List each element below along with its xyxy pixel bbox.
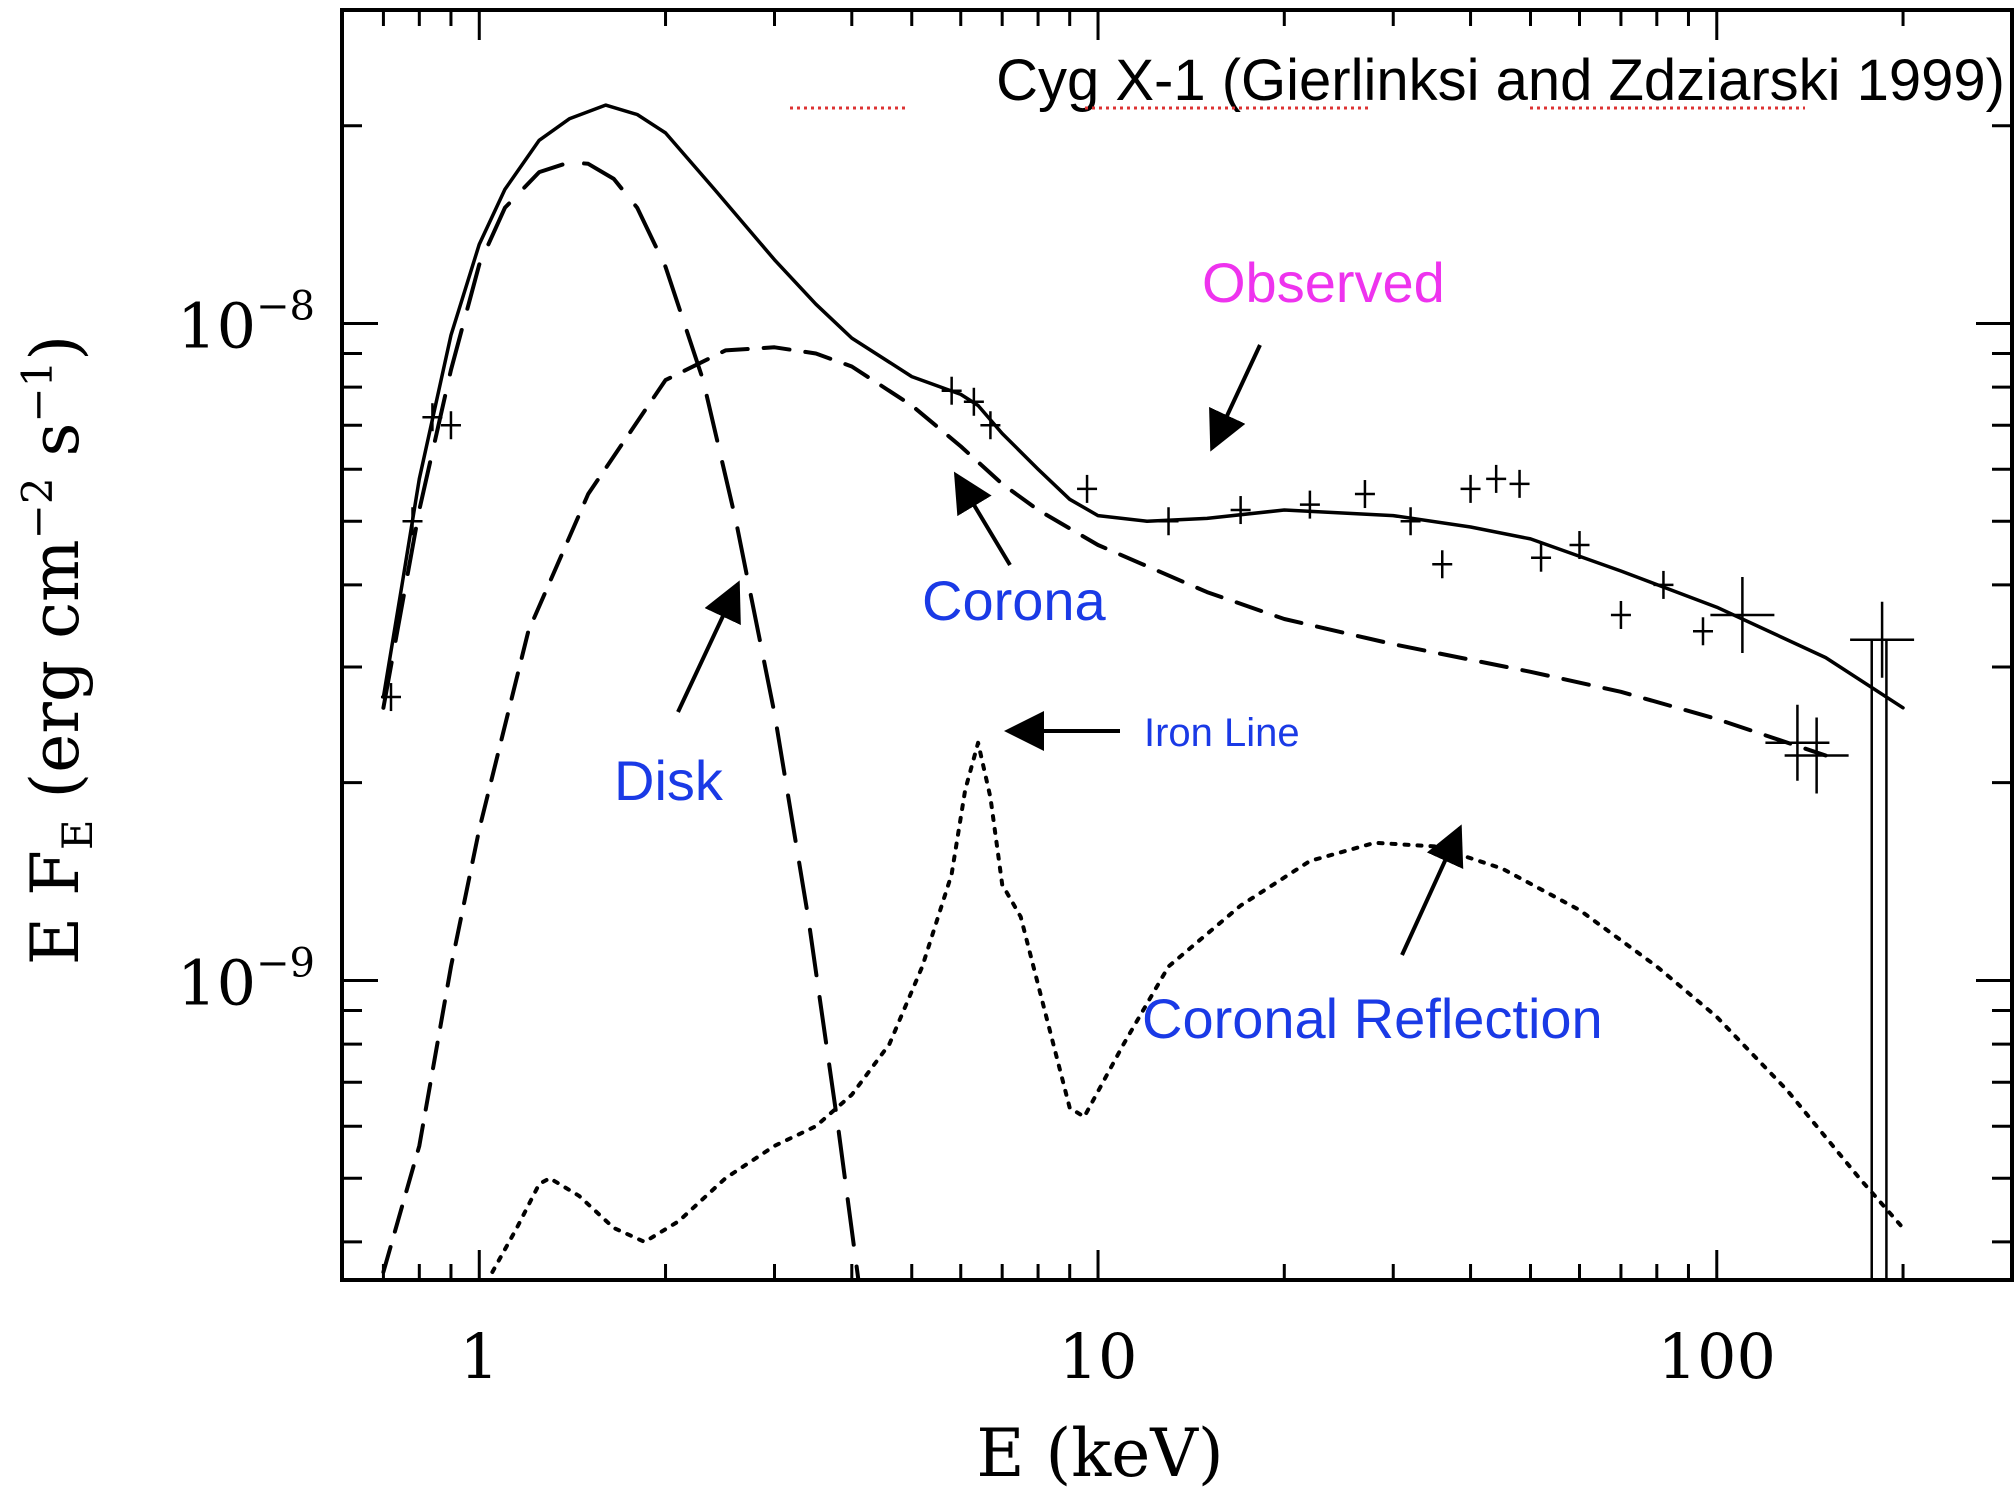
chart-title: Cyg X-1 (Gierlinksi and Zdziarski 1999): [996, 48, 2005, 113]
x-tick-label: 100: [1658, 1320, 1776, 1393]
data-point: [1569, 531, 1590, 560]
data-point: [1400, 507, 1421, 536]
arrow-coronal-reflection: [1400, 824, 1464, 956]
plot-frame: [340, 8, 2014, 1282]
annotation-corona: Corona: [922, 569, 1107, 632]
data-point: [1354, 480, 1375, 509]
series-lines: [381, 103, 1905, 1282]
data-point: [1692, 617, 1713, 646]
data-point: [1850, 601, 1915, 678]
data-point: [1299, 490, 1320, 519]
y-tick-label: 10−8: [177, 283, 315, 362]
y-tick-label-base: 10: [177, 289, 256, 362]
annotation-coronal-reflection: Coronal Reflection: [1142, 987, 1603, 1050]
data-point: [1077, 474, 1098, 503]
y-tick-label-base: 10: [177, 946, 256, 1019]
data-point: [1432, 550, 1453, 579]
series-coronal-reflection: [490, 740, 1905, 1274]
y-tick-label: 10−9: [177, 940, 315, 1019]
data-point: [963, 387, 984, 416]
data-point: [1531, 543, 1552, 572]
y-tick-label-exp: −8: [256, 283, 315, 329]
data-points: [380, 376, 1915, 1280]
ylabel-units: (erg cm: [17, 539, 94, 819]
data-point: [980, 411, 1001, 440]
ylabel-s-exp: −1: [13, 361, 62, 423]
ylabel-s: s: [17, 423, 94, 478]
data-point: [440, 411, 461, 440]
data-point: [1486, 464, 1507, 493]
data-point: [402, 507, 423, 536]
data-point: [1158, 507, 1179, 536]
data-point: [1653, 570, 1674, 599]
data-point: [1610, 600, 1631, 629]
data-point: [1784, 717, 1849, 794]
annotations: Observed Corona Disk Iron Line Coronal R…: [614, 251, 1603, 1050]
series-observed: [381, 103, 1905, 710]
data-point: [1710, 576, 1775, 653]
ylabel-e-sub: E: [53, 819, 102, 850]
data-point: [422, 403, 443, 432]
arrow-corona: [953, 471, 1012, 567]
x-axis-title: E (keV): [976, 1415, 1223, 1492]
arrow-disk: [676, 580, 741, 713]
ylabel-close: ): [17, 335, 94, 361]
data-point: [1509, 469, 1530, 498]
ylabel-e: E F: [17, 850, 94, 965]
y-tick-label-exp: −9: [256, 940, 315, 986]
series-corona: [381, 345, 1828, 1274]
y-axis-title: E FE (erg cm−2 s−1): [13, 335, 102, 965]
annotation-observed: Observed: [1202, 251, 1445, 314]
data-point: [1230, 496, 1251, 525]
annotation-disk: Disk: [614, 749, 724, 812]
annotation-iron-line: Iron Line: [1144, 711, 1300, 755]
x-tick-label: 1: [460, 1320, 499, 1393]
ylabel-cm-exp: −2: [13, 477, 62, 539]
data-point: [380, 683, 401, 712]
x-tick-label: 10: [1059, 1320, 1138, 1393]
data-point: [941, 376, 962, 405]
arrow-observed: [1209, 344, 1262, 452]
data-point: [1765, 704, 1830, 781]
series-disk: [381, 160, 861, 1282]
axis-ticks: [340, 10, 2014, 1280]
data-point: [1460, 474, 1481, 503]
